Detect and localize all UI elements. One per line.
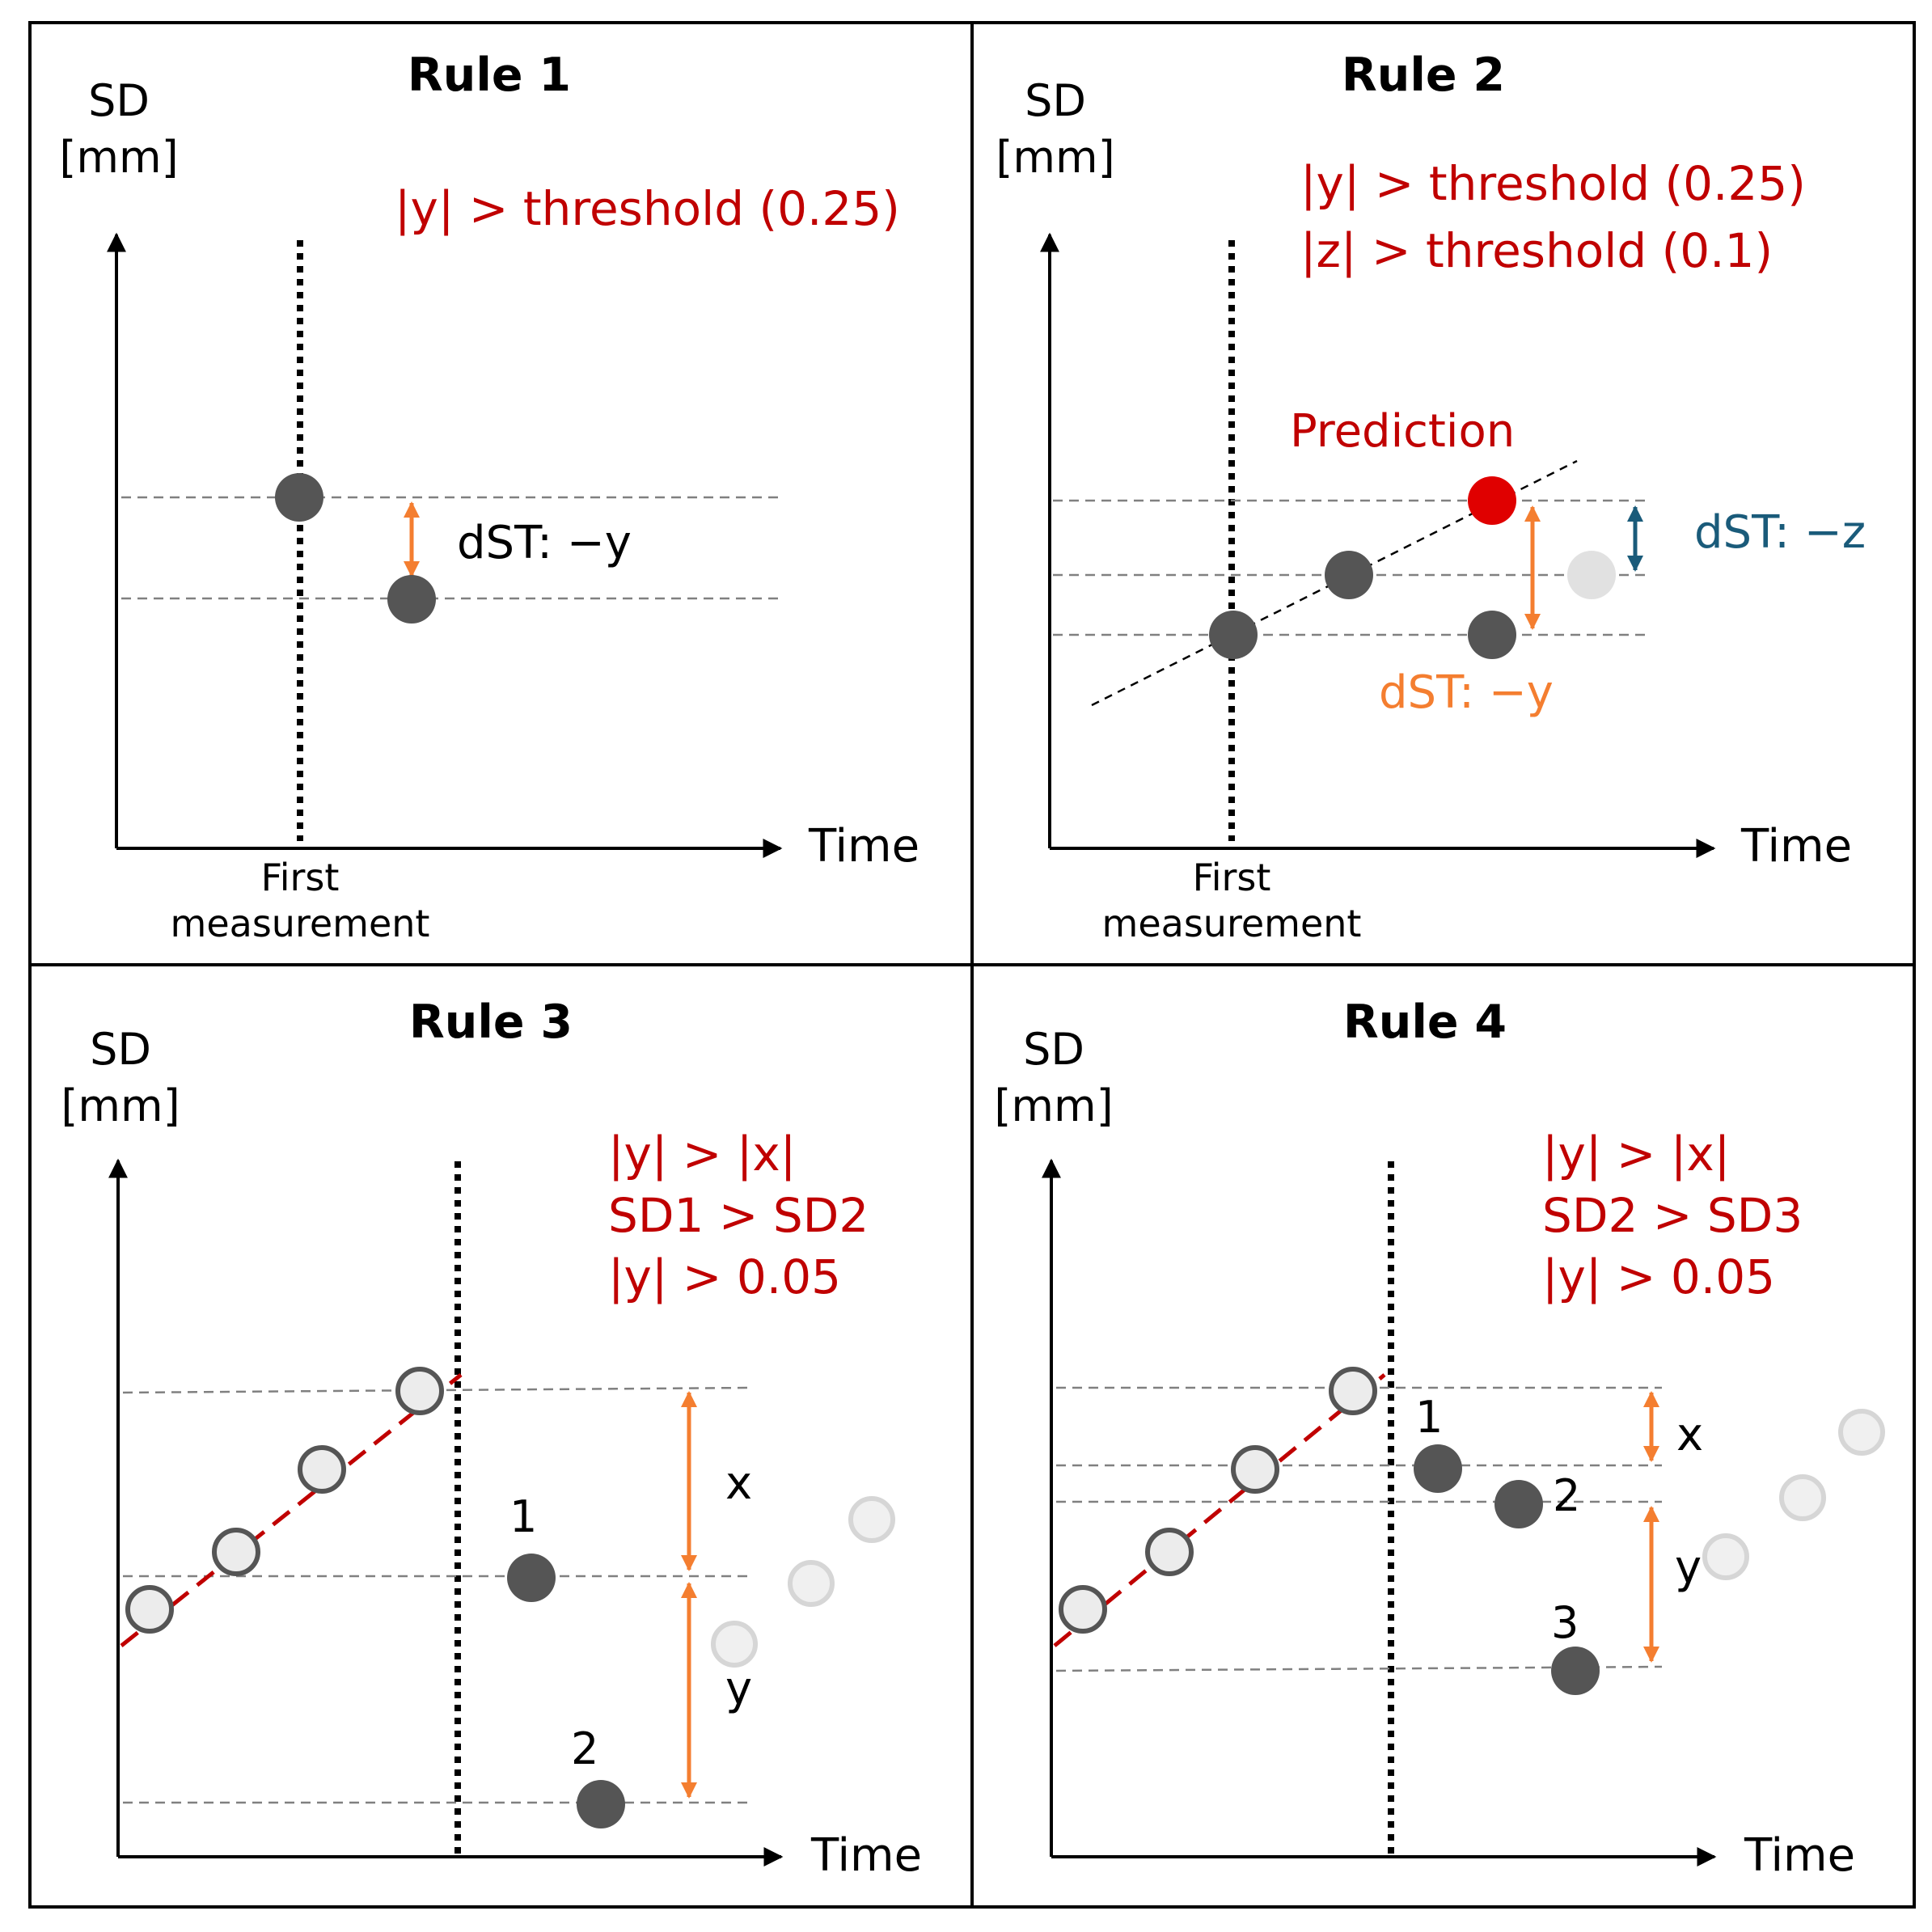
condition-line-3: |y| > 0.05: [608, 1249, 841, 1304]
faded-point: [711, 1621, 758, 1668]
first-measurement-label-2: measurement: [171, 902, 430, 945]
point-2-label: 2: [1553, 1470, 1580, 1521]
history-point: [1059, 1585, 1107, 1634]
x-axis-label-time: Time: [808, 820, 919, 873]
first-measurement-label-2: measurement: [1102, 902, 1362, 945]
y-axis-label-unit: [mm]: [994, 1080, 1113, 1131]
condition-line-1: |y| > |x|: [608, 1127, 796, 1182]
faded-point: [788, 1560, 835, 1607]
condition-line-2: |z| > threshold (0.1): [1300, 223, 1773, 278]
history-point: [395, 1367, 444, 1415]
dst-y-annotation: dST: −y: [1379, 666, 1554, 719]
y-axis-label-unit: [mm]: [996, 132, 1114, 183]
condition-line-2: SD2 > SD3: [1542, 1188, 1803, 1243]
y-axis-label-sd: SD: [88, 75, 150, 126]
point-2: [1494, 1480, 1543, 1528]
point-3: [1551, 1647, 1600, 1695]
faded-point: [1779, 1474, 1826, 1521]
faded-point: [848, 1496, 895, 1543]
first-measurement-label-1: First: [1193, 856, 1271, 899]
condition-line-2: SD1 > SD2: [608, 1188, 869, 1243]
point-3-label: 3: [1551, 1597, 1579, 1648]
point-second: [1325, 551, 1373, 599]
history-point: [1145, 1528, 1194, 1576]
trend-line: [1053, 1373, 1386, 1647]
x-axis-label-time: Time: [810, 1829, 922, 1882]
history-point: [298, 1445, 346, 1494]
point-first: [1209, 611, 1258, 659]
x-axis-label-time: Time: [1744, 1829, 1855, 1882]
y-axis-label-sd: SD: [1023, 1024, 1084, 1075]
trend-line: [120, 1373, 463, 1647]
point-faded: [1567, 551, 1616, 599]
point-1-label: 1: [509, 1491, 537, 1542]
history-point: [1231, 1445, 1279, 1494]
point-first: [275, 473, 323, 522]
panel-title: Rule 2: [1342, 49, 1505, 102]
point-2: [577, 1780, 625, 1828]
point-2-label: 2: [571, 1723, 598, 1774]
y-axis-label-unit: [mm]: [61, 1080, 180, 1131]
history-point: [1329, 1367, 1377, 1415]
x-mark: x: [1676, 1409, 1703, 1461]
panel-rule-2: Rule 2 SD [mm] |y| > threshold (0.25) |z…: [996, 49, 1866, 945]
point-1: [1414, 1444, 1462, 1493]
point-second: [387, 575, 436, 624]
panel-title: Rule 3: [409, 996, 573, 1049]
panel-rule-4: Rule 4 SD [mm] |y| > |x| SD2 > SD3 |y| >…: [994, 996, 1885, 1882]
panel-rule-1: Rule 1 SD [mm] |y| > threshold (0.25) Ti…: [59, 49, 919, 945]
condition-line: |y| > threshold (0.25): [395, 181, 900, 236]
prediction-label: Prediction: [1290, 405, 1515, 458]
point-measured: [1468, 611, 1516, 659]
point-1: [507, 1554, 556, 1602]
y-axis-label-sd: SD: [90, 1024, 151, 1075]
x-mark: x: [725, 1457, 752, 1510]
panel-title: Rule 4: [1343, 996, 1507, 1049]
point-prediction: [1468, 476, 1516, 525]
y-mark: y: [1675, 1541, 1702, 1594]
dst-z-annotation: dST: −z: [1694, 506, 1866, 559]
history-point: [212, 1528, 260, 1576]
condition-line-1: |y| > |x|: [1542, 1127, 1730, 1182]
y-axis-label-sd: SD: [1025, 75, 1086, 126]
dst-annotation: dST: −y: [457, 517, 632, 569]
y-axis-label-unit: [mm]: [59, 132, 178, 183]
condition-line-1: |y| > threshold (0.25): [1300, 156, 1806, 211]
history-point: [125, 1585, 174, 1634]
point-1-label: 1: [1415, 1392, 1443, 1443]
faded-point: [1838, 1409, 1885, 1456]
panel-title: Rule 1: [408, 49, 571, 102]
x-axis-label-time: Time: [1740, 820, 1852, 873]
condition-line-3: |y| > 0.05: [1542, 1249, 1775, 1304]
faded-point: [1702, 1533, 1749, 1580]
panel-rule-3: Rule 3 SD [mm] |y| > |x| SD1 > SD2 |y| >…: [61, 996, 922, 1882]
y-mark: y: [725, 1663, 752, 1715]
first-measurement-label-1: First: [261, 856, 340, 899]
